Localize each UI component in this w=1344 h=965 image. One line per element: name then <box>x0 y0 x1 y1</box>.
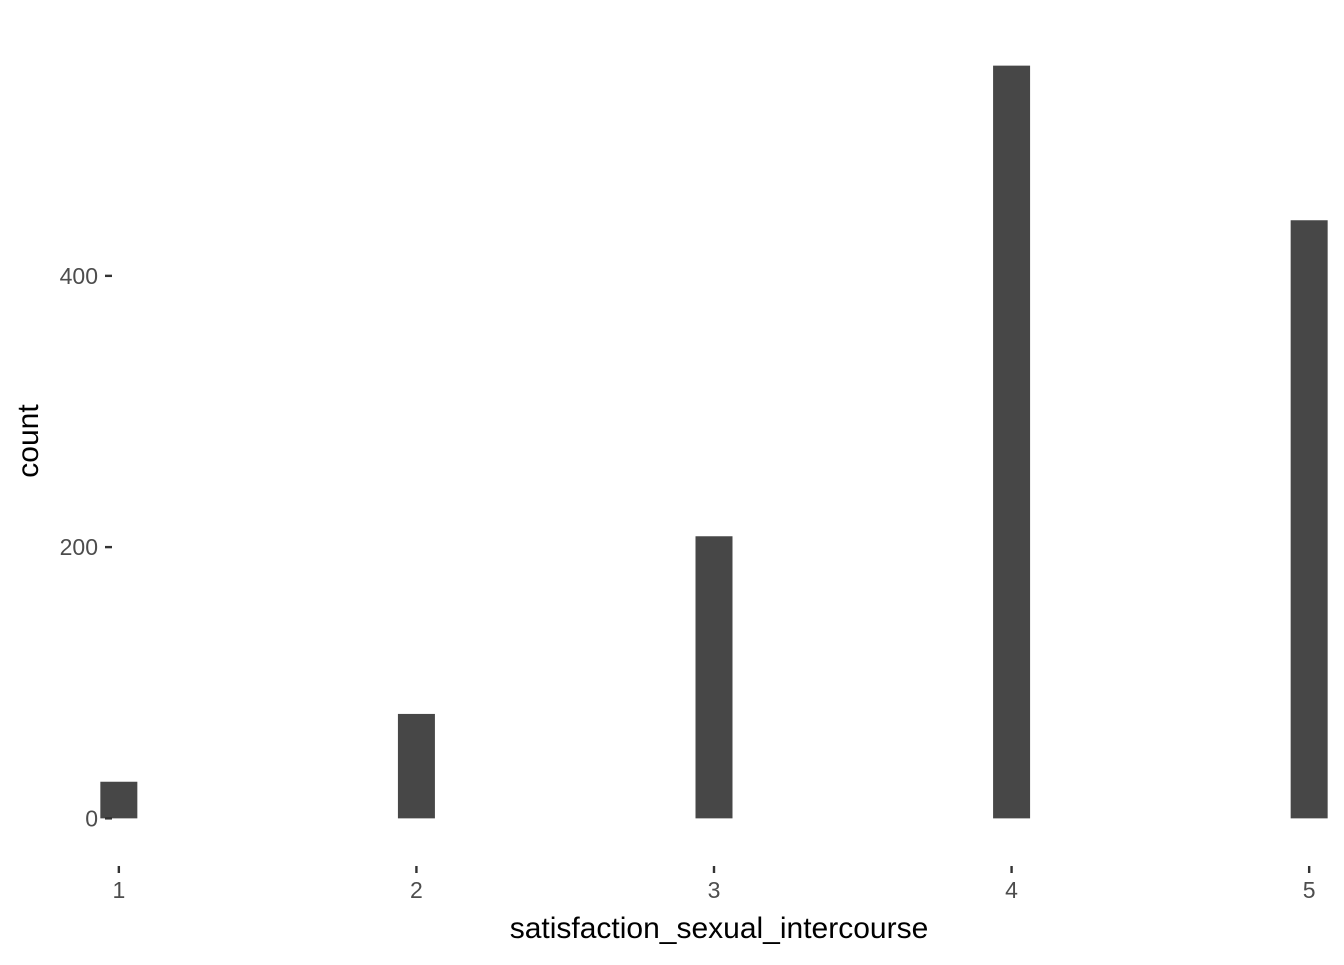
x-tick-label: 1 <box>112 877 125 903</box>
x-axis: 1 2 3 4 5 <box>112 866 1316 903</box>
bar-1 <box>100 781 138 819</box>
y-tick-label: 400 <box>60 263 98 289</box>
x-tick-label: 3 <box>708 877 721 903</box>
bars-layer <box>100 65 1328 819</box>
y-tick-label: 0 <box>85 805 98 831</box>
y-axis: 0 200 400 <box>60 263 112 831</box>
bar-3 <box>695 536 733 819</box>
x-tick-label: 2 <box>410 877 423 903</box>
x-tick-label: 5 <box>1303 877 1316 903</box>
y-axis-title: count <box>12 404 45 478</box>
y-tick-label: 200 <box>60 534 98 560</box>
bar-5 <box>1290 220 1328 819</box>
bar-4 <box>993 65 1031 819</box>
bar-2 <box>397 713 435 819</box>
x-axis-title: satisfaction_sexual_intercourse <box>510 912 929 945</box>
x-tick-label: 4 <box>1005 877 1018 903</box>
